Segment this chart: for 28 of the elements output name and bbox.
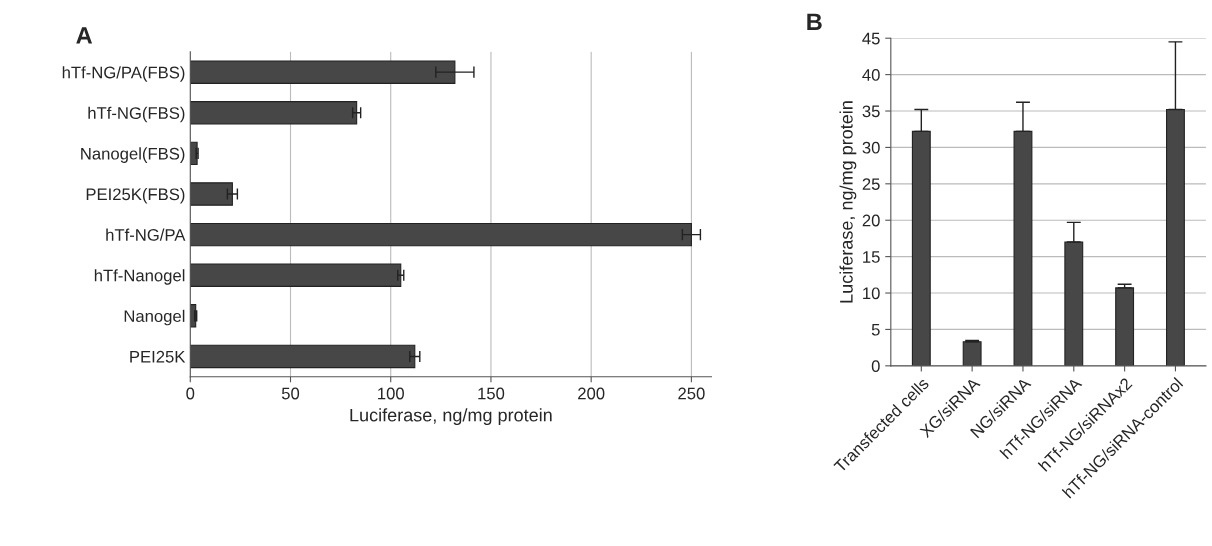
x-tick-label: 50 [281, 387, 300, 400]
x-tick-label: 100 [378, 387, 404, 400]
y-tick-label: 30 [862, 141, 880, 154]
y-tick-label: 5 [871, 323, 880, 336]
x-tick-label: 150 [478, 387, 505, 400]
y-tick-label: PEI25K(FBS) [86, 187, 185, 204]
y-tick-label: 20 [862, 214, 880, 227]
y-tick-label: 45 [862, 32, 880, 45]
y-tick-label: hTf-NG/PA(FBS) [62, 66, 185, 82]
x-tick-label: 200 [578, 387, 605, 400]
y-tick-label: 15 [863, 251, 880, 263]
y-tick-label: Nanogel(FBS) [81, 147, 185, 163]
chart-title: A [76, 27, 93, 44]
y-tick-label: 25 [862, 178, 880, 191]
x-tick-label: 250 [678, 387, 705, 400]
y-tick-label: 0 [871, 360, 880, 373]
x-axis-title: Luciferase, ng/mg protein [350, 408, 552, 426]
y-tick-label: 40 [862, 69, 880, 81]
y-tick-label: Nanogel [124, 309, 185, 326]
y-tick-label: 10 [863, 287, 880, 300]
y-tick-label: hTf-NG(FBS) [88, 106, 185, 123]
y-tick-label: hTf-Nanogel [94, 269, 185, 285]
y-tick-label: hTf-NG/PA [106, 228, 186, 241]
y-tick-label: 35 [862, 105, 880, 118]
y-tick-label: PEI25K [130, 350, 186, 363]
chart-title: B [807, 13, 822, 30]
y-axis-title: Luciferase, ng/mg protein [839, 101, 857, 303]
x-tick-label: 0 [186, 387, 195, 400]
